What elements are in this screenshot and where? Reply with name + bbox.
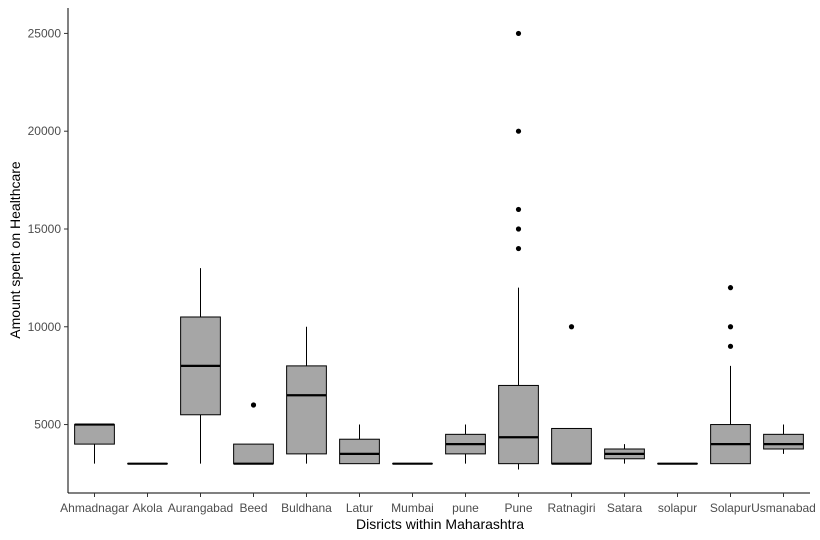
x-tick-label: Usmanabad <box>751 501 816 515</box>
x-tick-label: Mumbai <box>391 501 434 515</box>
box-group-pune <box>498 30 539 470</box>
box <box>498 384 539 465</box>
box-group-latur <box>339 424 380 465</box>
x-axis-ticks: Ahmadnagar Akola Aurangabad Beed Buldhana Lat… <box>60 493 816 515</box>
outlier-point <box>568 324 575 330</box>
box-group-ahmadnagar <box>74 423 115 464</box>
x-tick-label: Beed <box>239 501 267 515</box>
y-axis-title: Amount spent on Healthcare <box>7 161 23 339</box>
outlier-point <box>727 285 734 291</box>
box <box>74 424 115 445</box>
x-tick-label: Solapur <box>710 501 751 515</box>
y-tick-label: 25000 <box>28 26 62 40</box>
outlier-point <box>515 245 522 252</box>
y-tick-label: 10000 <box>28 320 62 334</box>
x-tick-label: Buldhana <box>281 501 332 515</box>
y-tick-label: 15000 <box>28 222 62 236</box>
box <box>286 365 327 455</box>
outlier-point <box>250 402 257 408</box>
box-group-pune <box>445 424 486 464</box>
x-axis-title: Disricts within Maharashtra <box>356 516 524 532</box>
box-group-aurangabad <box>180 268 221 464</box>
box <box>763 433 804 450</box>
y-tick-label: 5000 <box>34 418 61 432</box>
plot-area <box>74 30 804 470</box>
outlier-point <box>515 30 522 37</box>
box-group-ratnagiri <box>551 324 592 465</box>
box <box>233 443 274 465</box>
x-tick-label: Ahmadnagar <box>60 501 129 515</box>
x-tick-label: pune <box>452 501 479 515</box>
x-tick-label: solapur <box>658 501 697 515</box>
box <box>551 427 592 465</box>
box-group-beed <box>233 402 274 465</box>
x-tick-label: Latur <box>346 501 373 515</box>
box <box>339 438 380 465</box>
outlier-point <box>727 324 734 330</box>
box-group-solapur <box>710 285 751 465</box>
y-axis-ticks: 5000 10000 15000 20000 25000 <box>28 26 68 432</box>
outlier-point <box>727 343 734 349</box>
x-tick-label: Ratnagiri <box>547 501 595 515</box>
y-tick-label: 20000 <box>28 124 62 138</box>
box-group-buldhana <box>286 326 327 464</box>
outlier-point <box>515 128 522 134</box>
box-group-usmanabad <box>763 424 804 454</box>
x-tick-label: Pune <box>504 501 532 515</box>
outlier-point <box>515 206 522 213</box>
x-tick-label: Akola <box>132 501 162 515</box>
box-group-satara <box>604 444 645 464</box>
x-tick-label: Satara <box>607 501 643 515</box>
x-tick-label: Aurangabad <box>168 501 233 515</box>
outlier-point <box>515 226 522 232</box>
